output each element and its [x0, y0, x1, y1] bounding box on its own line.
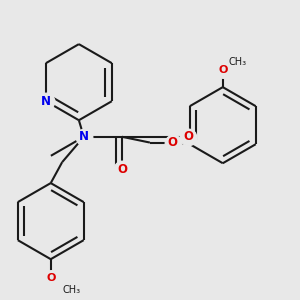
Text: O: O [184, 130, 194, 143]
Text: O: O [46, 273, 56, 283]
Text: O: O [218, 65, 227, 75]
Text: CH₃: CH₃ [229, 57, 247, 68]
Text: O: O [168, 136, 178, 149]
Text: CH₃: CH₃ [62, 285, 80, 295]
Text: N: N [41, 95, 51, 108]
Text: O: O [117, 163, 127, 176]
Text: N: N [79, 130, 89, 143]
